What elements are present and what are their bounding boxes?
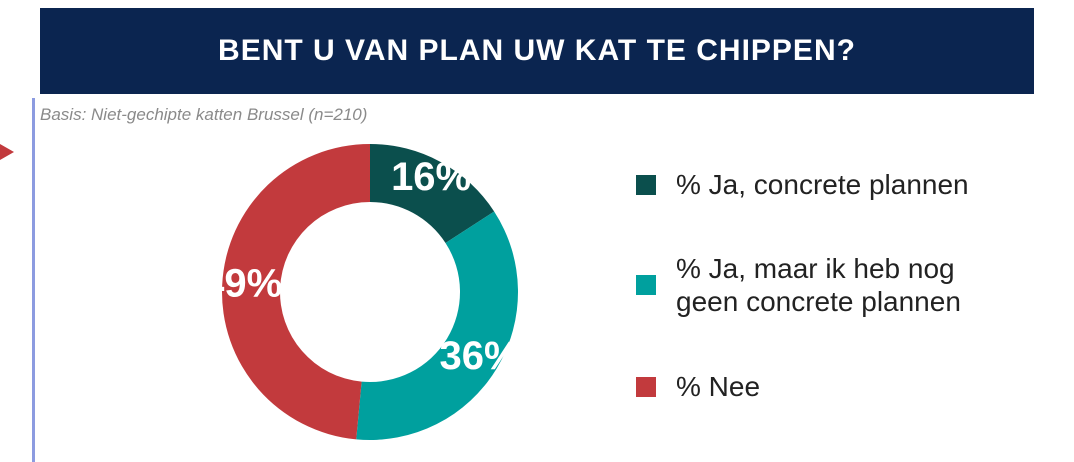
legend-item: % Ja, concrete plannen xyxy=(636,168,1016,201)
legend-swatch xyxy=(636,275,656,295)
legend-label: % Ja, maar ik heb nog geen concrete plan… xyxy=(676,253,961,317)
data-label: 16% xyxy=(391,155,471,199)
title-banner: BENT U VAN PLAN UW KAT TE CHIPPEN? xyxy=(40,8,1034,94)
legend-item: % Ja, maar ik heb nog geen concrete plan… xyxy=(636,252,1016,318)
legend-label: % Ja, concrete plannen xyxy=(676,169,969,200)
donut-slice xyxy=(356,211,518,440)
legend-swatch xyxy=(636,174,656,195)
donut-slice xyxy=(221,144,370,440)
data-label: 36% xyxy=(439,334,519,378)
legend-swatch xyxy=(636,376,656,397)
legend-label: % Nee xyxy=(676,371,761,402)
marker xyxy=(0,144,14,160)
subtitle: Basis: Niet-gechipte katten Brussel (n=2… xyxy=(40,105,368,124)
data-label: 49% xyxy=(202,262,282,306)
chart-title: BENT U VAN PLAN UW KAT TE CHIPPEN? xyxy=(218,34,856,67)
divider xyxy=(32,98,35,462)
donut-slice xyxy=(370,144,495,244)
legend-item: % Nee xyxy=(636,370,1016,403)
